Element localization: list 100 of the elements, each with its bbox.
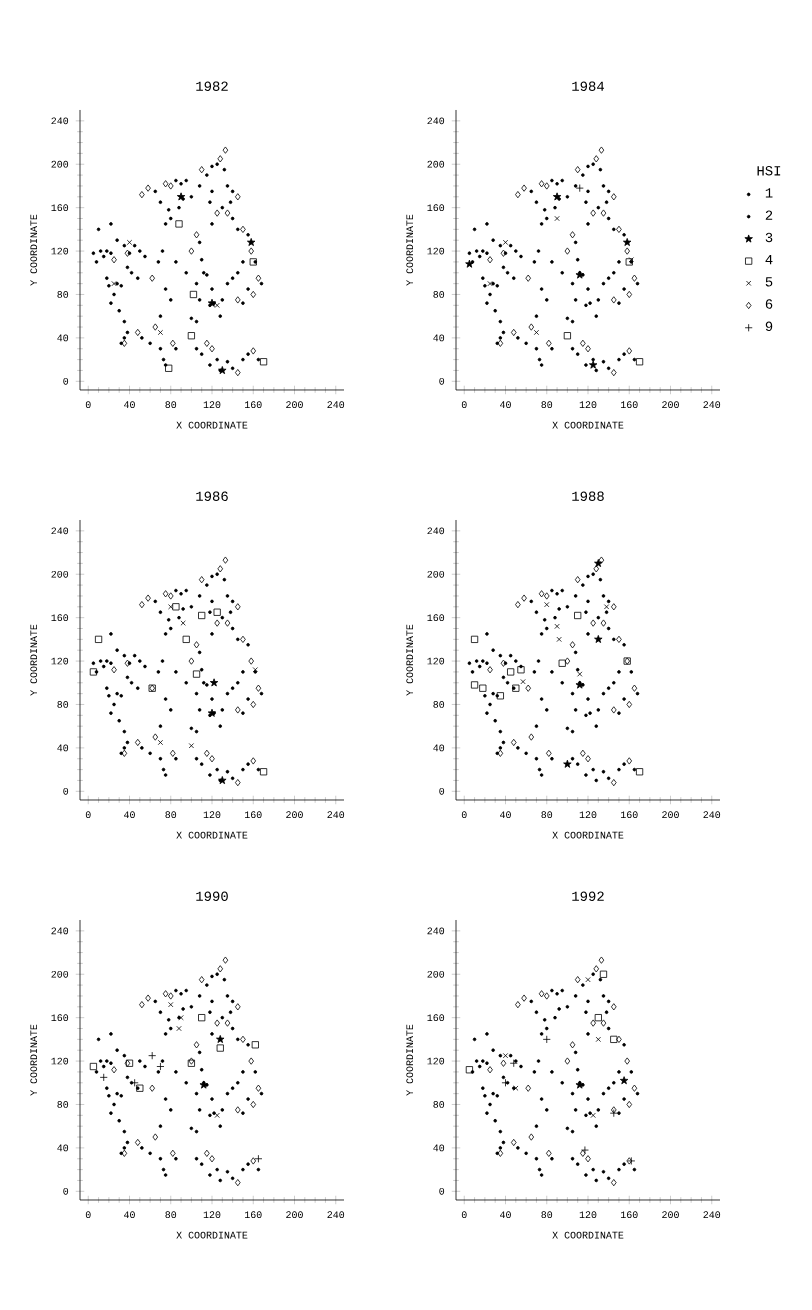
point bbox=[193, 231, 200, 239]
point bbox=[610, 193, 617, 201]
point bbox=[598, 146, 605, 154]
point bbox=[168, 604, 174, 610]
point bbox=[564, 657, 571, 665]
point bbox=[139, 1001, 145, 1009]
point bbox=[89, 1062, 97, 1071]
point bbox=[593, 565, 600, 573]
point bbox=[538, 590, 545, 598]
point bbox=[224, 209, 231, 217]
point bbox=[176, 192, 186, 201]
point bbox=[528, 1133, 535, 1141]
point bbox=[172, 603, 180, 611]
point bbox=[600, 1019, 607, 1027]
point bbox=[214, 619, 220, 627]
point bbox=[543, 592, 550, 600]
point bbox=[569, 1041, 576, 1049]
point bbox=[624, 1057, 630, 1065]
point bbox=[188, 657, 195, 665]
point bbox=[162, 180, 169, 188]
point bbox=[528, 733, 535, 741]
point bbox=[577, 671, 583, 677]
point bbox=[595, 1036, 601, 1043]
point bbox=[234, 1106, 241, 1114]
point bbox=[580, 749, 586, 757]
point bbox=[139, 601, 145, 609]
point bbox=[168, 1001, 174, 1008]
point bbox=[222, 146, 229, 154]
point bbox=[198, 166, 205, 174]
point bbox=[134, 328, 141, 337]
point bbox=[619, 1076, 629, 1085]
point bbox=[162, 590, 169, 598]
point bbox=[198, 576, 205, 584]
point bbox=[162, 990, 169, 998]
point bbox=[538, 180, 545, 188]
point bbox=[214, 1019, 220, 1027]
point bbox=[580, 1149, 586, 1157]
point bbox=[569, 231, 576, 239]
point bbox=[240, 225, 246, 233]
point bbox=[610, 603, 617, 611]
point bbox=[255, 684, 262, 692]
point bbox=[594, 1014, 602, 1022]
point bbox=[193, 641, 200, 649]
point bbox=[546, 749, 552, 757]
point bbox=[616, 1035, 622, 1043]
point bbox=[510, 328, 517, 337]
point bbox=[157, 739, 164, 746]
point bbox=[145, 994, 151, 1002]
point bbox=[525, 684, 531, 692]
point bbox=[214, 209, 220, 217]
point bbox=[157, 329, 164, 336]
point bbox=[193, 1041, 200, 1049]
point bbox=[170, 1149, 176, 1157]
point bbox=[588, 360, 598, 369]
point bbox=[635, 768, 644, 776]
point bbox=[209, 345, 215, 353]
point bbox=[610, 779, 617, 787]
point bbox=[217, 965, 224, 973]
point bbox=[525, 274, 531, 282]
point bbox=[521, 994, 527, 1002]
point bbox=[521, 594, 527, 602]
point bbox=[248, 1057, 254, 1065]
point bbox=[609, 1109, 618, 1118]
point bbox=[152, 323, 159, 331]
point bbox=[217, 155, 224, 163]
point bbox=[487, 256, 493, 264]
point bbox=[635, 358, 644, 366]
point bbox=[598, 956, 605, 964]
point bbox=[217, 565, 224, 573]
point bbox=[574, 166, 581, 174]
point bbox=[204, 339, 210, 347]
point bbox=[590, 1019, 596, 1027]
point bbox=[575, 184, 584, 193]
point bbox=[593, 965, 600, 973]
point bbox=[248, 247, 254, 255]
point bbox=[509, 1059, 518, 1068]
point bbox=[552, 192, 562, 201]
point bbox=[152, 1133, 159, 1141]
point bbox=[240, 1035, 246, 1043]
point bbox=[543, 182, 550, 190]
point bbox=[564, 1057, 571, 1065]
point bbox=[139, 191, 145, 199]
point bbox=[251, 1041, 259, 1049]
point bbox=[585, 977, 591, 983]
point bbox=[515, 1001, 521, 1009]
point bbox=[465, 259, 474, 268]
point bbox=[167, 592, 174, 600]
point bbox=[564, 247, 571, 255]
point bbox=[94, 635, 103, 643]
point bbox=[111, 1066, 117, 1074]
point bbox=[487, 1066, 493, 1074]
point bbox=[234, 706, 241, 714]
point bbox=[624, 247, 630, 255]
point bbox=[626, 347, 633, 355]
point bbox=[510, 1138, 517, 1147]
point bbox=[255, 274, 262, 282]
point bbox=[544, 601, 550, 608]
point bbox=[250, 1100, 257, 1109]
point bbox=[580, 339, 586, 347]
point bbox=[470, 635, 479, 643]
